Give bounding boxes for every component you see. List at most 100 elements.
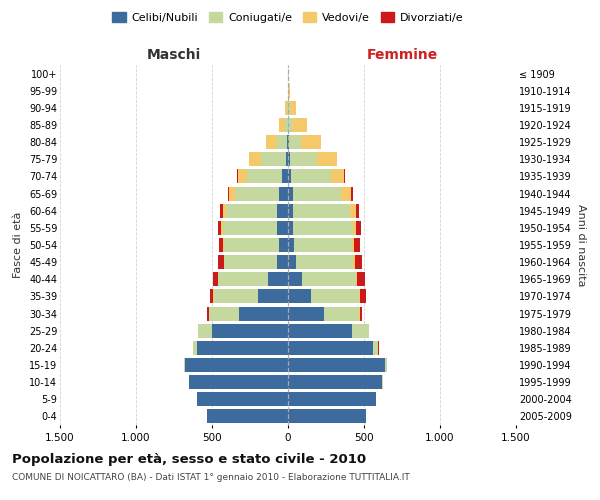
Bar bbox=[189, 375, 288, 389]
Bar bbox=[199, 324, 288, 338]
Bar bbox=[288, 152, 290, 166]
Bar bbox=[288, 101, 296, 115]
Bar bbox=[214, 290, 288, 304]
Bar bbox=[288, 392, 376, 406]
Bar bbox=[208, 306, 288, 320]
Bar bbox=[184, 358, 288, 372]
Bar bbox=[288, 392, 376, 406]
Bar bbox=[288, 375, 383, 389]
Bar bbox=[288, 358, 385, 372]
Bar bbox=[235, 186, 288, 200]
Text: Maschi: Maschi bbox=[147, 48, 201, 62]
Bar bbox=[288, 170, 331, 183]
Bar bbox=[288, 272, 357, 286]
Bar bbox=[288, 186, 353, 200]
Bar bbox=[266, 135, 288, 149]
Bar bbox=[221, 221, 288, 235]
Bar bbox=[229, 186, 288, 200]
Bar bbox=[288, 255, 296, 269]
Bar bbox=[224, 238, 288, 252]
Bar bbox=[288, 410, 365, 424]
Bar bbox=[278, 118, 288, 132]
Bar bbox=[239, 306, 288, 320]
Bar bbox=[288, 306, 359, 320]
Bar bbox=[288, 410, 365, 424]
Bar bbox=[288, 358, 387, 372]
Bar bbox=[218, 272, 288, 286]
Bar bbox=[199, 324, 288, 338]
Bar bbox=[288, 221, 293, 235]
Bar bbox=[218, 255, 288, 269]
Bar bbox=[288, 170, 344, 183]
Bar bbox=[288, 221, 361, 235]
Bar bbox=[197, 341, 288, 355]
Bar bbox=[197, 392, 288, 406]
Bar bbox=[286, 152, 288, 166]
Bar bbox=[288, 186, 351, 200]
Bar bbox=[288, 290, 360, 304]
Bar bbox=[288, 84, 290, 98]
Bar bbox=[223, 204, 288, 218]
Bar bbox=[288, 272, 356, 286]
Bar bbox=[197, 392, 288, 406]
Bar bbox=[288, 306, 325, 320]
Bar bbox=[262, 152, 288, 166]
Bar bbox=[288, 306, 362, 320]
Bar bbox=[189, 375, 288, 389]
Bar bbox=[220, 204, 288, 218]
Bar bbox=[226, 204, 288, 218]
Bar bbox=[224, 255, 288, 269]
Bar bbox=[189, 375, 288, 389]
Bar bbox=[288, 135, 301, 149]
Bar bbox=[288, 152, 317, 166]
Y-axis label: Anni di nascita: Anni di nascita bbox=[575, 204, 586, 286]
Bar bbox=[288, 118, 307, 132]
Bar bbox=[208, 410, 288, 424]
Bar bbox=[214, 290, 288, 304]
Bar bbox=[249, 152, 288, 166]
Bar bbox=[288, 341, 379, 355]
Bar bbox=[288, 204, 350, 218]
Bar bbox=[193, 341, 288, 355]
Bar bbox=[209, 306, 288, 320]
Bar bbox=[277, 135, 288, 149]
Bar bbox=[277, 221, 288, 235]
Bar bbox=[288, 238, 352, 252]
Bar bbox=[211, 290, 288, 304]
Bar bbox=[288, 392, 376, 406]
Bar bbox=[268, 272, 288, 286]
Bar bbox=[213, 272, 288, 286]
Bar bbox=[197, 324, 288, 338]
Bar bbox=[287, 135, 288, 149]
Bar bbox=[189, 375, 288, 389]
Bar bbox=[288, 238, 354, 252]
Bar bbox=[288, 152, 337, 166]
Bar bbox=[223, 238, 288, 252]
Bar bbox=[288, 118, 293, 132]
Bar bbox=[288, 272, 365, 286]
Bar bbox=[285, 101, 288, 115]
Bar bbox=[288, 290, 366, 304]
Bar bbox=[288, 410, 365, 424]
Bar bbox=[279, 238, 288, 252]
Bar bbox=[238, 170, 288, 183]
Bar bbox=[288, 290, 359, 304]
Bar bbox=[249, 152, 288, 166]
Bar bbox=[288, 118, 307, 132]
Bar bbox=[288, 392, 376, 406]
Bar bbox=[285, 101, 288, 115]
Y-axis label: Fasce di età: Fasce di età bbox=[13, 212, 23, 278]
Bar bbox=[185, 358, 288, 372]
Bar bbox=[288, 324, 370, 338]
Bar bbox=[288, 204, 356, 218]
Bar bbox=[184, 358, 288, 372]
Bar bbox=[288, 170, 345, 183]
Bar bbox=[247, 170, 288, 183]
Bar bbox=[288, 272, 302, 286]
Bar bbox=[193, 341, 288, 355]
Bar bbox=[288, 221, 353, 235]
Bar bbox=[288, 324, 368, 338]
Bar bbox=[288, 410, 365, 424]
Bar bbox=[227, 186, 288, 200]
Bar bbox=[288, 255, 353, 269]
